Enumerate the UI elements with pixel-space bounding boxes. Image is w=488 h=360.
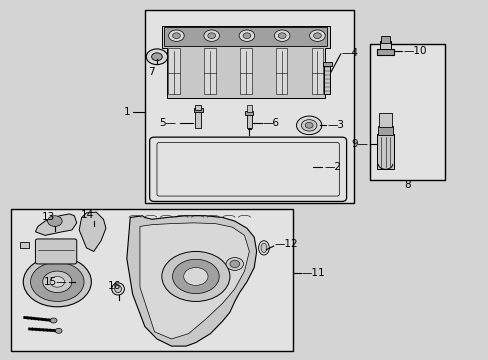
Bar bbox=[195, 111, 201, 128]
Circle shape bbox=[30, 262, 84, 301]
Bar bbox=[240, 48, 251, 94]
Text: 7: 7 bbox=[147, 67, 154, 77]
Text: 8: 8 bbox=[404, 180, 410, 190]
Bar bbox=[380, 36, 389, 43]
Circle shape bbox=[225, 257, 243, 270]
Circle shape bbox=[50, 276, 64, 287]
Ellipse shape bbox=[258, 241, 269, 255]
Bar bbox=[376, 49, 393, 55]
Bar bbox=[369, 44, 445, 180]
Bar bbox=[324, 64, 329, 94]
Text: 1: 1 bbox=[124, 107, 130, 117]
Circle shape bbox=[172, 33, 180, 39]
Bar bbox=[275, 48, 287, 94]
Circle shape bbox=[313, 33, 321, 39]
Text: —3: —3 bbox=[326, 120, 344, 130]
Circle shape bbox=[207, 33, 215, 39]
Circle shape bbox=[42, 271, 72, 293]
Circle shape bbox=[151, 53, 162, 61]
Text: 5—: 5— bbox=[159, 118, 176, 128]
Circle shape bbox=[146, 49, 167, 64]
Bar bbox=[379, 41, 390, 49]
Circle shape bbox=[301, 120, 316, 131]
Circle shape bbox=[229, 260, 239, 267]
Circle shape bbox=[47, 216, 62, 226]
Text: —6: —6 bbox=[263, 118, 280, 128]
Circle shape bbox=[23, 257, 91, 307]
Bar bbox=[246, 105, 251, 112]
Bar bbox=[376, 134, 393, 169]
Text: —4: —4 bbox=[341, 48, 358, 58]
Polygon shape bbox=[126, 216, 256, 346]
Bar bbox=[164, 27, 326, 46]
Polygon shape bbox=[140, 223, 249, 339]
Bar bbox=[11, 208, 292, 351]
Ellipse shape bbox=[112, 283, 124, 295]
Text: 9—: 9— bbox=[351, 139, 368, 149]
Text: —2: —2 bbox=[324, 162, 341, 172]
Bar bbox=[377, 126, 392, 135]
Circle shape bbox=[239, 30, 254, 41]
Circle shape bbox=[274, 30, 289, 41]
Text: 15—: 15— bbox=[44, 277, 67, 287]
Bar bbox=[311, 48, 323, 94]
Bar bbox=[246, 114, 251, 128]
Circle shape bbox=[296, 116, 321, 135]
Bar bbox=[322, 62, 331, 66]
Ellipse shape bbox=[115, 285, 121, 293]
Ellipse shape bbox=[261, 243, 266, 252]
Polygon shape bbox=[79, 212, 106, 251]
Circle shape bbox=[183, 267, 207, 285]
Circle shape bbox=[305, 122, 312, 128]
Text: 16: 16 bbox=[107, 281, 121, 291]
Bar bbox=[203, 48, 215, 94]
Polygon shape bbox=[162, 26, 329, 98]
Bar bbox=[245, 111, 253, 115]
Text: —12: —12 bbox=[274, 239, 298, 249]
Circle shape bbox=[203, 30, 219, 41]
Bar bbox=[378, 113, 391, 127]
Text: 13: 13 bbox=[42, 212, 55, 222]
Circle shape bbox=[172, 259, 219, 294]
Bar bbox=[144, 10, 353, 203]
Bar bbox=[20, 242, 29, 248]
FancyBboxPatch shape bbox=[35, 239, 77, 264]
Polygon shape bbox=[35, 214, 77, 235]
Bar bbox=[168, 48, 180, 94]
Bar bbox=[195, 105, 201, 110]
Circle shape bbox=[50, 318, 57, 323]
FancyBboxPatch shape bbox=[149, 137, 346, 202]
Text: —10: —10 bbox=[402, 46, 426, 57]
Text: 14: 14 bbox=[81, 210, 94, 220]
Circle shape bbox=[243, 33, 250, 39]
Circle shape bbox=[278, 33, 285, 39]
Circle shape bbox=[309, 30, 325, 41]
Circle shape bbox=[55, 328, 62, 333]
Bar bbox=[194, 108, 202, 112]
Text: —11: —11 bbox=[301, 268, 325, 278]
Circle shape bbox=[162, 251, 229, 301]
Circle shape bbox=[168, 30, 184, 41]
